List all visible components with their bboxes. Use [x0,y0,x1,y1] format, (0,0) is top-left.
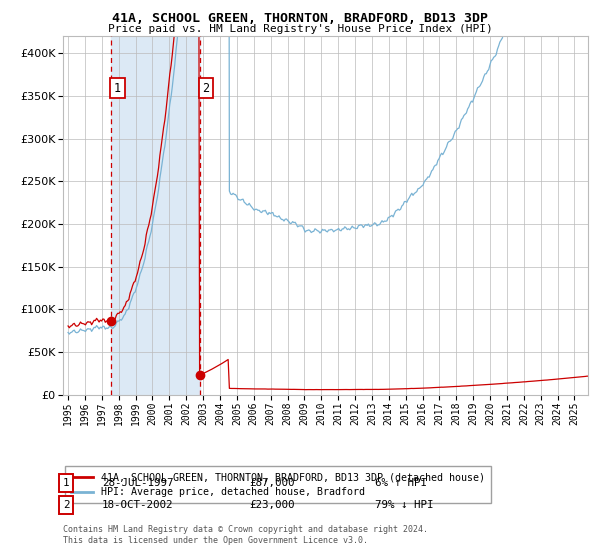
Text: Price paid vs. HM Land Registry's House Price Index (HPI): Price paid vs. HM Land Registry's House … [107,24,493,34]
Text: 28-JUL-1997: 28-JUL-1997 [102,478,173,488]
Text: Contains HM Land Registry data © Crown copyright and database right 2024.: Contains HM Land Registry data © Crown c… [63,525,428,534]
Text: 41A, SCHOOL GREEN, THORNTON, BRADFORD, BD13 3DP: 41A, SCHOOL GREEN, THORNTON, BRADFORD, B… [112,12,488,25]
Text: 1: 1 [63,478,69,488]
Text: 2: 2 [202,82,209,95]
Text: This data is licensed under the Open Government Licence v3.0.: This data is licensed under the Open Gov… [63,536,368,545]
Text: £87,000: £87,000 [249,478,295,488]
Text: 18-OCT-2002: 18-OCT-2002 [102,500,173,510]
Text: 6% ↑ HPI: 6% ↑ HPI [375,478,427,488]
Text: 79% ↓ HPI: 79% ↓ HPI [375,500,433,510]
Legend: 41A, SCHOOL GREEN, THORNTON, BRADFORD, BD13 3DP (detached house), HPI: Average p: 41A, SCHOOL GREEN, THORNTON, BRADFORD, B… [65,466,491,503]
Text: 1: 1 [114,82,121,95]
Bar [112,36,200,395]
Text: £23,000: £23,000 [249,500,295,510]
Text: 2: 2 [63,500,69,510]
